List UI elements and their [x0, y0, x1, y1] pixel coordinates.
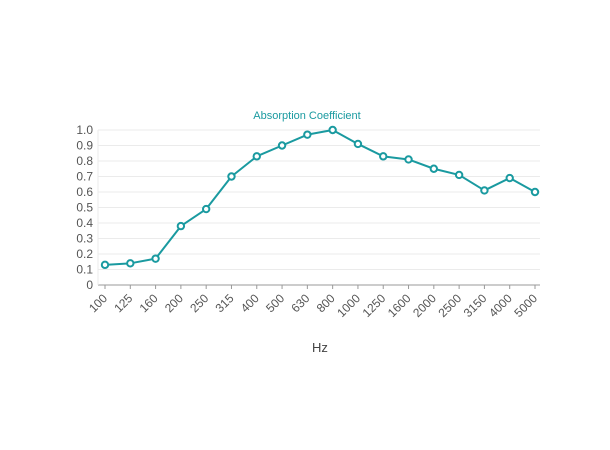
- y-tick-label: 0.6: [76, 185, 93, 199]
- x-tick-label: 315: [213, 291, 237, 315]
- x-tick-label: 1000: [334, 291, 363, 320]
- data-point: [126, 259, 135, 268]
- y-tick-label: 0.4: [76, 216, 93, 230]
- data-point: [454, 170, 464, 180]
- data-point: [429, 164, 439, 173]
- x-tick-label: 2500: [435, 291, 464, 320]
- x-tick-label: 200: [162, 291, 186, 315]
- y-axis: 00.1 0.20.3 0.40.5 0.60.7 0.80.9 1.0: [76, 123, 99, 292]
- data-point: [328, 125, 337, 135]
- y-tick-label: 0.2: [76, 247, 93, 261]
- x-tick-label: 2000: [410, 291, 439, 320]
- data-point: [404, 155, 413, 164]
- y-tick-label: 0.1: [76, 263, 93, 277]
- data-point: [227, 172, 236, 181]
- series-line: [104, 129, 536, 266]
- data-point: [151, 254, 160, 263]
- x-tick-label: 5000: [511, 291, 540, 320]
- x-tick-label: 160: [137, 291, 161, 315]
- y-tick-label: 0.7: [76, 170, 93, 184]
- data-point: [379, 152, 388, 161]
- x-tick-label: 800: [314, 291, 338, 315]
- data-point: [353, 139, 363, 149]
- x-axis: 100 125 160 200 250 315 400 500 630 8001000125016…: [86, 285, 540, 320]
- x-axis-label: Hz: [312, 340, 328, 355]
- data-point: [176, 221, 186, 231]
- data-point: [530, 187, 540, 197]
- y-tick-label: 1.0: [76, 123, 93, 137]
- data-point: [480, 186, 489, 195]
- data-point: [100, 260, 110, 270]
- x-tick-label: 3150: [461, 291, 490, 320]
- x-tick-label: 1600: [385, 291, 414, 320]
- data-point: [303, 130, 312, 139]
- data-point: [252, 152, 261, 161]
- data-point: [505, 173, 514, 183]
- series: [100, 125, 540, 270]
- data-point: [277, 141, 287, 150]
- data-point: [201, 204, 211, 214]
- y-tick-label: 0.9: [76, 139, 93, 153]
- x-tick-label: 100: [86, 291, 110, 315]
- x-tick-label: 4000: [486, 291, 515, 320]
- x-tick-label: 400: [238, 291, 262, 315]
- y-tick-label: 0.8: [76, 154, 93, 168]
- y-tick-label: 0.3: [76, 232, 93, 246]
- x-tick-label: 630: [288, 291, 312, 315]
- grid-lines: [98, 129, 540, 286]
- x-tick-label: 500: [263, 291, 287, 315]
- x-tick-label: 250: [187, 291, 211, 315]
- y-tick-label: 0: [86, 278, 93, 292]
- x-tick-label: 125: [111, 291, 135, 315]
- x-tick-label: 1250: [360, 291, 389, 320]
- y-tick-label: 0.5: [76, 201, 93, 215]
- chart-title: Absorption Coefficient: [253, 110, 360, 122]
